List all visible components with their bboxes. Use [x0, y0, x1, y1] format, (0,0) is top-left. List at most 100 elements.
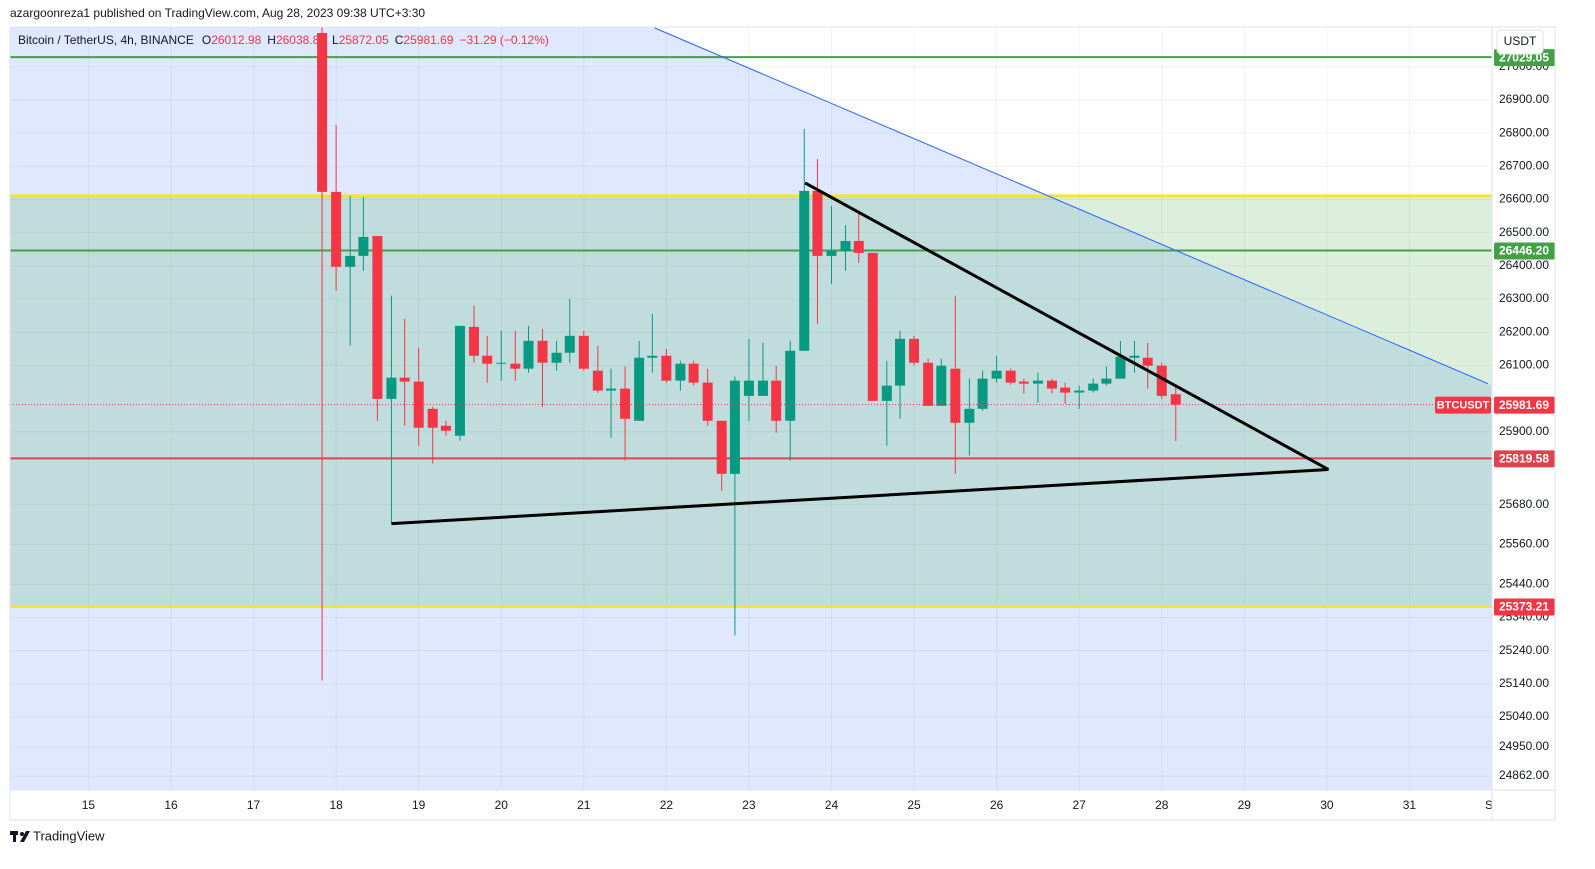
y-tick-label: 26700.00 — [1499, 159, 1549, 173]
ohlc-value: 26038.83 — [276, 33, 326, 47]
candle-body — [496, 362, 507, 364]
candle-body — [688, 363, 699, 383]
level-label: 25819.58 — [1499, 452, 1549, 466]
ohlc-key: L — [332, 33, 339, 47]
candle-body — [592, 370, 603, 391]
y-tick-label: 26600.00 — [1499, 192, 1549, 206]
symbol-box — [1435, 396, 1491, 414]
level-label-box — [1494, 598, 1555, 616]
candle-body — [469, 326, 480, 356]
candle-body — [510, 363, 521, 369]
candle-body — [1156, 365, 1167, 396]
x-tick-label: 21 — [577, 798, 591, 812]
y-tick-label: 26300.00 — [1499, 291, 1549, 305]
candle-body — [647, 355, 658, 358]
candle-body — [386, 377, 397, 399]
candle-body — [826, 250, 837, 256]
candle-body — [923, 362, 934, 406]
candle-body — [991, 370, 1002, 379]
publisher: azargoonreza1 published on TradingView.c… — [10, 6, 425, 20]
trendline — [654, 27, 1489, 385]
x-tick-label: 26 — [990, 798, 1004, 812]
candle-body — [1005, 370, 1016, 383]
candle-body — [564, 335, 575, 353]
x-tick-label: 18 — [329, 798, 343, 812]
candle-body — [1018, 381, 1029, 384]
candle-body — [1142, 357, 1153, 366]
symbol-title: Bitcoin / TetherUS, 4h, BINANCE — [18, 33, 194, 47]
ohlc-value: 25872.05 — [339, 33, 389, 47]
y-tick-label: 25240.00 — [1499, 643, 1549, 657]
x-tick-label: 20 — [495, 798, 509, 812]
ohlc-value: 25981.69 — [403, 33, 453, 47]
ohlc-value: 26012.98 — [211, 33, 261, 47]
candle-body — [317, 32, 328, 192]
x-tick-label: 23 — [742, 798, 756, 812]
level-label: 25373.21 — [1499, 600, 1549, 614]
ohlc-key: C — [395, 33, 404, 47]
candle-body — [551, 352, 562, 363]
x-tick-label: 16 — [164, 798, 178, 812]
currency-label[interactable]: USDT — [1504, 34, 1537, 48]
last-price-box — [1494, 396, 1555, 414]
candle-body — [427, 408, 438, 428]
x-tick-label: 27 — [1073, 798, 1087, 812]
plot-area — [10, 27, 1492, 790]
x-tick-label: 15 — [82, 798, 96, 812]
candle-body — [1074, 390, 1085, 393]
candle-body — [909, 338, 920, 363]
candle-body — [1170, 394, 1181, 405]
candle-body — [523, 340, 534, 369]
x-tick-label: 22 — [660, 798, 674, 812]
candle-body — [812, 190, 823, 256]
candle-body — [578, 335, 589, 369]
x-tick-label: 17 — [247, 798, 261, 812]
x-tick-label: 28 — [1155, 798, 1169, 812]
x-tick-label: 31 — [1403, 798, 1417, 812]
x-tick-label: 29 — [1238, 798, 1252, 812]
candle-body — [840, 240, 851, 251]
candle-body — [372, 235, 383, 399]
candle-body — [482, 355, 493, 364]
candle-body — [964, 408, 975, 423]
brand: TradingView — [33, 828, 105, 843]
last-price-label: 25981.69 — [1499, 398, 1549, 412]
candle-body — [454, 325, 465, 436]
brand-logo — [10, 831, 30, 842]
legend-header: Bitcoin / TetherUS, 4h, BINANCE O26012.98… — [18, 33, 549, 47]
y-tick-label: 25900.00 — [1499, 424, 1549, 438]
level-label-box — [1494, 242, 1555, 260]
trendline — [804, 181, 1330, 471]
candle-body — [634, 357, 645, 421]
candle-body — [757, 380, 768, 396]
currency-button[interactable] — [1496, 29, 1544, 55]
candle-body — [771, 380, 782, 421]
chart-frame — [9, 26, 1556, 821]
candle-body — [799, 190, 810, 351]
candle-body — [895, 338, 906, 386]
y-tick-label: 25560.00 — [1499, 537, 1549, 551]
symbol-label: BTCUSDT — [1437, 400, 1490, 412]
x-tick-label: 19 — [412, 798, 426, 812]
y-tick-label: 26900.00 — [1499, 92, 1549, 106]
y-tick-label: 25040.00 — [1499, 709, 1549, 723]
candle-body — [702, 382, 713, 421]
candle-body — [1088, 383, 1099, 391]
x-tick-label: 25 — [907, 798, 921, 812]
candle-body — [1129, 355, 1140, 358]
candle-body — [399, 377, 410, 382]
candle-body — [331, 191, 342, 267]
zone — [10, 195, 1492, 607]
candle-body — [675, 363, 686, 381]
x-tick-label: S — [1485, 798, 1493, 812]
candle-body — [936, 365, 947, 406]
candle-body — [716, 420, 727, 474]
x-tick-label: 30 — [1320, 798, 1334, 812]
y-tick-label: 26400.00 — [1499, 258, 1549, 272]
candle-body — [1046, 380, 1057, 389]
y-tick-label: 26200.00 — [1499, 324, 1549, 338]
change: −31.29 (−0.12%) — [459, 33, 548, 47]
candle-body — [1101, 378, 1112, 384]
